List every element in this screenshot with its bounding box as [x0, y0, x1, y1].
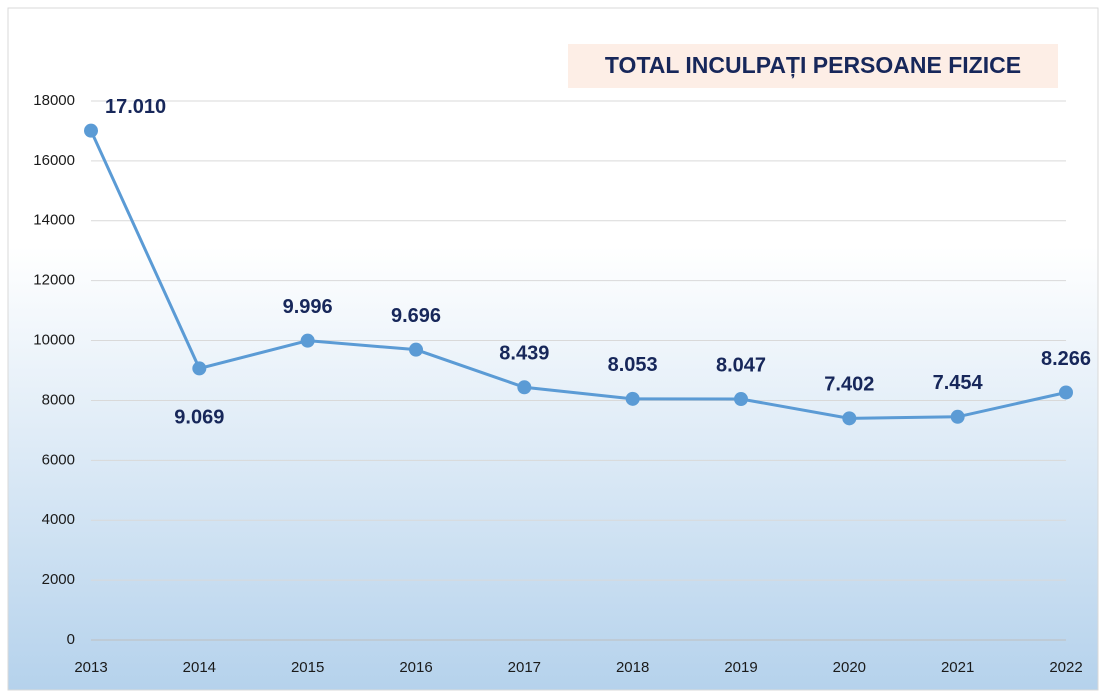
data-point [625, 391, 640, 406]
x-tick-label: 2020 [833, 659, 866, 676]
x-tick-label: 2021 [941, 659, 974, 676]
data-label: 17.010 [105, 96, 166, 118]
data-point [84, 123, 98, 138]
x-tick-label: 2019 [724, 659, 757, 676]
data-point [192, 361, 207, 376]
data-label: 8.053 [608, 354, 658, 376]
x-tick-label: 2018 [616, 659, 649, 676]
y-tick-label: 16000 [33, 152, 75, 169]
y-tick-label: 8000 [42, 391, 75, 408]
data-point [734, 392, 748, 407]
data-label: 9.696 [391, 305, 441, 327]
x-tick-label: 2015 [291, 659, 324, 676]
series-line [89, 130, 1067, 420]
data-point [1059, 385, 1073, 400]
x-tick-label: 2022 [1049, 659, 1082, 676]
data-label: 8.439 [499, 343, 549, 365]
x-tick-label: 2014 [183, 659, 216, 676]
data-point [950, 409, 965, 424]
x-tick-label: 2016 [399, 659, 432, 676]
y-tick-label: 14000 [33, 212, 75, 229]
data-label: 7.402 [824, 374, 874, 396]
chart-background [7, 7, 1099, 691]
y-tick-label: 10000 [33, 332, 75, 349]
data-label: 9.069 [174, 407, 224, 429]
data-label: 7.454 [933, 372, 984, 394]
chart-title: TOTAL INCULPAȚI PERSOANE FIZICE [605, 52, 1021, 78]
x-tick-label: 2013 [74, 659, 107, 676]
data-label: 9.996 [283, 296, 333, 318]
y-tick-label: 2000 [42, 571, 75, 588]
y-tick-label: 0 [67, 631, 75, 648]
data-point [842, 411, 857, 426]
y-tick-label: 18000 [33, 92, 75, 109]
y-tick-label: 4000 [42, 511, 75, 528]
y-tick-label: 6000 [42, 451, 75, 468]
data-label: 8.047 [716, 354, 766, 376]
data-label: 8.266 [1041, 348, 1091, 370]
data-point [300, 333, 315, 348]
x-tick-label: 2017 [508, 659, 541, 676]
data-point [409, 342, 423, 357]
y-tick-label: 12000 [33, 272, 75, 289]
title-box [568, 44, 1058, 88]
data-point [517, 380, 532, 395]
